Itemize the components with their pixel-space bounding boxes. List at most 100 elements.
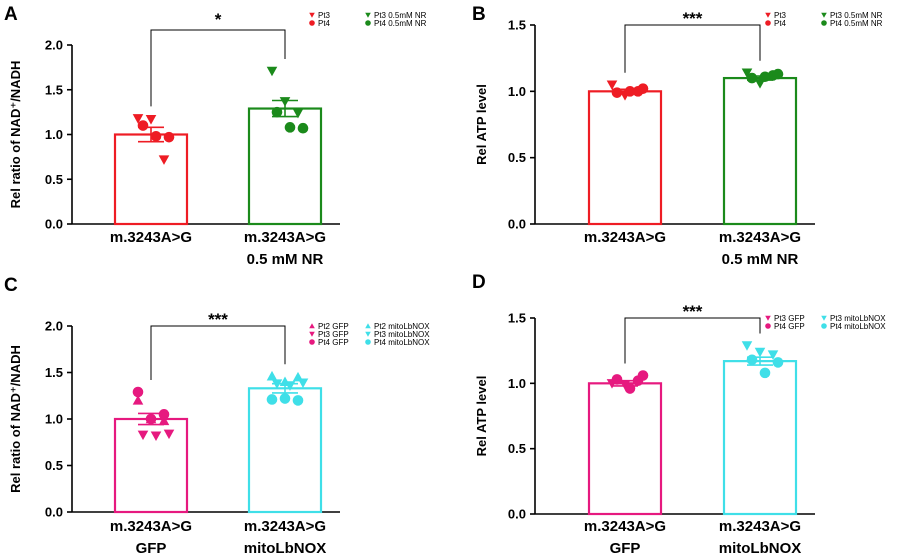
significance-stars: * [215,10,222,29]
data-point [619,380,631,390]
data-point [279,393,291,404]
legend-label: Pt4 mitoLbNOX [830,322,886,331]
legend-marker [309,20,315,26]
significance-bracket [150,325,286,381]
y-tick-label: 1.0 [45,127,63,142]
panel-b: B 0.0 0.5 1.0 1.5 Rel ATP level m.3243A>G m.324… [472,4,883,268]
category-sublabel: 0.5 mM NR [722,251,799,268]
data-point [163,429,175,440]
panel-letter: C [4,275,18,296]
data-point [158,155,170,165]
data-point [266,66,278,77]
y-tick-label: 2.0 [45,38,63,53]
data-point [746,354,758,366]
significance-stars: *** [683,9,703,28]
legend-label: Pt3 [774,11,787,20]
bar [587,382,663,516]
bar [722,360,798,516]
data-point [746,72,758,84]
significance-bracket [624,317,761,364]
data-point [741,68,753,79]
legend-label: Pt3 mitoLbNOX [374,330,430,339]
y-tick-label: 0.5 [508,441,526,456]
data-point [772,357,784,368]
data-point [132,114,144,124]
data-point [637,370,649,381]
bar [113,417,189,514]
y-axis-label: Rel ATP level [474,376,489,457]
category-label: m.3243A>G [719,229,801,246]
data-point [271,379,283,389]
y-tick-label: 2.0 [45,319,63,334]
legend-marker [309,12,315,18]
data-point [163,131,175,143]
data-point [271,106,283,118]
bar [722,76,798,226]
legend-marker [309,323,315,329]
category-label: m.3243A>G [110,229,192,246]
data-point [611,87,623,98]
data-point [137,430,149,441]
y-axis-label: Rel ratio of NAD⁺/NADH [8,61,23,209]
bar [247,387,323,514]
data-point [606,80,618,90]
category-sublabel: mitoLbNOX [719,540,802,557]
legend-marker [765,323,771,329]
category-label: m.3243A>G [584,229,666,246]
panel-letter: B [472,4,486,25]
legend-label: Pt2 GFP [318,322,349,331]
legend-label: Pt3 GFP [774,314,805,323]
legend-marker [821,323,827,329]
data-point [297,122,309,134]
y-tick-label: 1.0 [508,376,526,391]
data-point [767,350,779,360]
legend-marker [365,20,371,26]
category-label: m.3243A>G [244,518,326,535]
data-point [759,367,771,379]
significance-bracket [150,29,286,107]
y-tick-label: 0.0 [508,217,526,232]
data-point [279,97,291,107]
data-point [284,381,296,391]
legend-label: Pt4 [318,19,331,28]
data-point [158,409,170,420]
y-tick-label: 1.5 [45,365,63,380]
panel-letter: D [472,272,486,293]
panel-letter: A [4,4,18,25]
legend-label: Pt4 GFP [318,338,349,347]
data-point [150,431,162,442]
legend-label: Pt4 mitoLbNOX [374,338,430,347]
data-point [611,374,623,385]
legend-marker [365,339,371,345]
data-point [772,68,784,80]
category-label: m.3243A>G [584,518,666,535]
legend-marker [309,331,315,337]
data-point [754,79,766,89]
legend-marker [765,20,771,26]
legend-label: Pt4 0.5mM NR [374,19,427,28]
legend-marker [365,12,371,18]
legend-label: Pt3 GFP [318,330,349,339]
data-point [137,120,149,131]
legend-label: Pt4 [774,19,787,28]
data-point [754,347,766,358]
data-point [292,108,304,119]
data-point [158,415,170,426]
legend-label: Pt3 0.5mM NR [374,11,427,20]
legend-label: Pt3 mitoLbNOX [830,314,886,323]
legend-marker [821,315,827,321]
data-point [624,383,636,394]
y-tick-label: 0.0 [508,507,526,522]
bar [587,90,663,226]
legend-marker [309,339,315,345]
legend-marker [821,12,827,18]
y-tick-label: 0.0 [45,505,63,520]
legend-marker [365,331,371,337]
data-point [637,83,649,94]
data-point [624,86,636,97]
legend-marker [765,12,771,18]
legend-marker [365,323,371,329]
category-label: m.3243A>G [110,518,192,535]
data-point [145,413,157,425]
